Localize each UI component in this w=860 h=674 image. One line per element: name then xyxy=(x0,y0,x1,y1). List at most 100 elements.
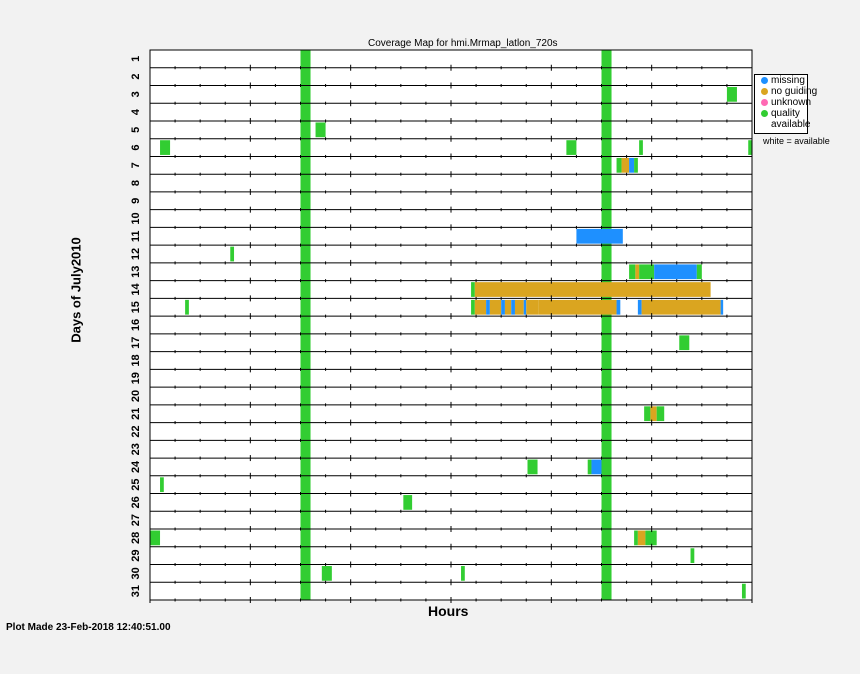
day-tick-label: 9 xyxy=(130,198,142,204)
day-tick-label: 16 xyxy=(130,319,142,331)
day-tick-label: 22 xyxy=(130,425,142,437)
segment-day-15 xyxy=(489,299,502,315)
y-axis-label: Days of July2010 xyxy=(68,237,84,343)
segment-day-15 xyxy=(501,299,505,315)
segment-day-13 xyxy=(629,264,636,280)
day-tick-label: 28 xyxy=(130,532,142,544)
day-tick-label: 10 xyxy=(130,212,142,224)
day-tick-label: 26 xyxy=(130,496,142,508)
segment-day-13 xyxy=(639,264,655,280)
segment-day-15 xyxy=(471,299,475,315)
segment-day-15 xyxy=(486,299,490,315)
segment-day-25 xyxy=(160,477,164,493)
segment-day-13 xyxy=(696,264,702,280)
segment-day-15 xyxy=(538,299,617,315)
day-tick-label: 20 xyxy=(130,390,142,402)
day-tick-label: 31 xyxy=(130,585,142,597)
segment-day-7 xyxy=(616,157,622,173)
legend-label: no guiding xyxy=(771,86,818,97)
day-tick-label: 30 xyxy=(130,567,142,579)
segment-day-13 xyxy=(635,264,640,280)
segment-day-30 xyxy=(321,566,332,581)
segment-day-28 xyxy=(645,530,657,546)
segment-day-15 xyxy=(523,299,527,315)
segment-day-5 xyxy=(315,122,326,138)
segment-day-7 xyxy=(629,157,635,173)
segment-day-6 xyxy=(748,140,752,155)
day-tick-label: 8 xyxy=(130,180,142,186)
legend-item-unknown: unknown xyxy=(755,97,811,108)
day-tick-label: 14 xyxy=(130,283,142,296)
legend-dot-missing xyxy=(761,77,768,84)
segment-day-29 xyxy=(690,548,695,564)
full-month-band xyxy=(601,50,612,600)
segment-day-24 xyxy=(591,459,602,475)
day-tick-label: 19 xyxy=(130,372,142,384)
chart-title: Coverage Map for hmi.Mrmap_latlon_720s xyxy=(368,38,558,49)
legend-label: quality xyxy=(771,108,800,119)
day-tick-label: 25 xyxy=(130,479,142,491)
segment-day-15 xyxy=(641,299,721,315)
legend-item-missing: missing xyxy=(755,75,807,86)
day-tick-label: 2 xyxy=(130,74,142,80)
day-tick-label: 27 xyxy=(130,514,142,526)
segment-day-15 xyxy=(474,299,487,315)
segment-day-28 xyxy=(637,530,646,546)
plot-made-footer: Plot Made 23-Feb-2018 12:40:51.00 xyxy=(6,622,171,633)
segment-day-28 xyxy=(150,530,161,546)
segment-day-15 xyxy=(514,299,524,315)
legend-dot-unknown xyxy=(761,99,768,106)
legend-label: available xyxy=(771,119,811,130)
segment-day-6 xyxy=(566,140,577,155)
day-tick-label: 18 xyxy=(130,354,142,366)
segment-day-13 xyxy=(654,264,697,280)
plot-frame xyxy=(149,49,753,601)
segment-day-15 xyxy=(526,299,539,315)
day-tick-label: 1 xyxy=(130,56,142,62)
segment-day-26 xyxy=(403,495,413,510)
segment-day-21 xyxy=(656,406,665,422)
segment-day-3 xyxy=(726,86,737,102)
legend-dot-no-guiding xyxy=(761,88,768,95)
legend-label: unknown xyxy=(771,97,812,108)
segment-day-15 xyxy=(616,299,621,315)
day-tick-label: 24 xyxy=(130,460,142,473)
day-tick-label: 21 xyxy=(130,408,142,420)
legend-label: missing xyxy=(771,75,805,86)
segment-day-30 xyxy=(461,566,465,581)
full-month-band xyxy=(300,50,311,600)
segment-day-14 xyxy=(474,282,711,297)
day-tick-label: 4 xyxy=(130,108,142,115)
legend-dot-quality xyxy=(761,110,768,117)
segment-day-21 xyxy=(644,406,651,422)
day-tick-label: 15 xyxy=(130,301,142,313)
day-tick-label: 13 xyxy=(130,266,142,278)
day-tick-label: 17 xyxy=(130,337,142,349)
legend-note: white = available xyxy=(763,136,830,146)
segment-day-24 xyxy=(527,459,538,475)
legend-item-quality: quality xyxy=(755,108,807,119)
day-tick-label: 11 xyxy=(130,230,142,242)
day-tick-label: 6 xyxy=(130,145,142,151)
segment-day-12 xyxy=(230,246,235,262)
legend-item-available: available xyxy=(755,119,811,130)
segment-day-17 xyxy=(679,335,690,351)
segment-day-15 xyxy=(185,299,189,315)
legend: missing no guiding unknown quality avail… xyxy=(754,74,817,134)
day-tick-label: 5 xyxy=(130,127,142,133)
segment-day-21 xyxy=(650,406,657,422)
segment-day-15 xyxy=(504,299,512,315)
day-tick-label: 12 xyxy=(130,248,142,260)
segment-day-14 xyxy=(471,282,475,297)
segment-day-15 xyxy=(511,299,515,315)
segment-day-24 xyxy=(587,459,592,475)
segment-day-7 xyxy=(621,157,630,173)
segment-day-6 xyxy=(160,140,171,155)
plot-area xyxy=(150,50,752,600)
day-tick-label: 7 xyxy=(130,162,142,168)
day-tick-label: 23 xyxy=(130,443,142,455)
segment-day-15 xyxy=(720,299,724,315)
day-tick-label: 29 xyxy=(130,550,142,562)
legend-item-no-guiding: no guiding xyxy=(755,86,817,97)
